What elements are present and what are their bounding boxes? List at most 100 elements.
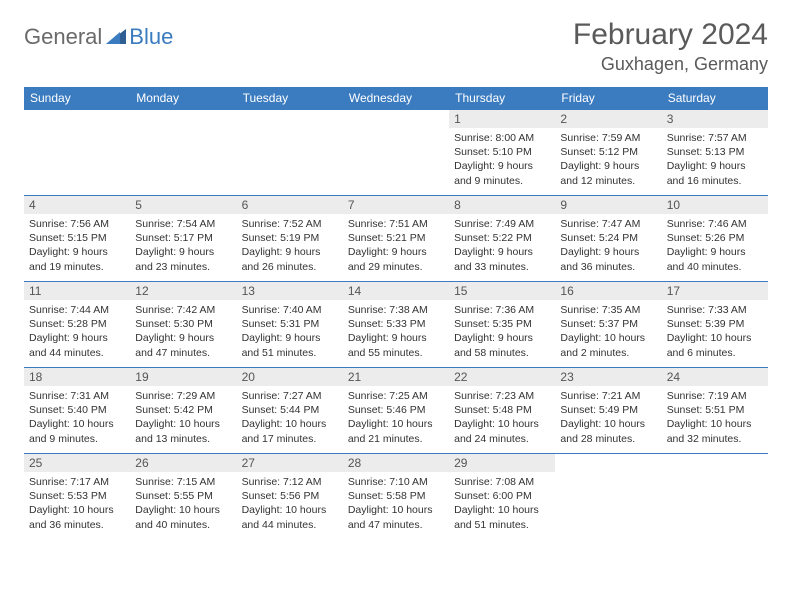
sunrise-line: Sunrise: 7:27 AM (242, 389, 338, 403)
daylight-line: Daylight: 9 hours and 29 minutes. (348, 245, 444, 273)
day-number: 18 (24, 368, 130, 386)
day-details: Sunrise: 7:35 AMSunset: 5:37 PMDaylight:… (555, 300, 661, 364)
daylight-line: Daylight: 10 hours and 40 minutes. (135, 503, 231, 531)
page-header: General Blue February 2024 Guxhagen, Ger… (24, 18, 768, 75)
day-details: Sunrise: 7:21 AMSunset: 5:49 PMDaylight:… (555, 386, 661, 450)
calendar-week-row: 11Sunrise: 7:44 AMSunset: 5:28 PMDayligh… (24, 282, 768, 368)
sunrise-line: Sunrise: 7:40 AM (242, 303, 338, 317)
sunrise-line: Sunrise: 7:17 AM (29, 475, 125, 489)
calendar-body: 1Sunrise: 8:00 AMSunset: 5:10 PMDaylight… (24, 110, 768, 540)
calendar-week-row: 18Sunrise: 7:31 AMSunset: 5:40 PMDayligh… (24, 368, 768, 454)
day-details: Sunrise: 7:31 AMSunset: 5:40 PMDaylight:… (24, 386, 130, 450)
day-details: Sunrise: 7:52 AMSunset: 5:19 PMDaylight:… (237, 214, 343, 278)
daylight-line: Daylight: 10 hours and 28 minutes. (560, 417, 656, 445)
weekday-header: Wednesday (343, 87, 449, 110)
calendar-day-cell: 8Sunrise: 7:49 AMSunset: 5:22 PMDaylight… (449, 196, 555, 282)
day-details: Sunrise: 7:57 AMSunset: 5:13 PMDaylight:… (662, 128, 768, 192)
day-number: 26 (130, 454, 236, 472)
day-details: Sunrise: 7:23 AMSunset: 5:48 PMDaylight:… (449, 386, 555, 450)
sunset-line: Sunset: 5:31 PM (242, 317, 338, 331)
weekday-header: Thursday (449, 87, 555, 110)
sunrise-line: Sunrise: 7:19 AM (667, 389, 763, 403)
day-details: Sunrise: 7:08 AMSunset: 6:00 PMDaylight:… (449, 472, 555, 536)
sunset-line: Sunset: 5:53 PM (29, 489, 125, 503)
day-details: Sunrise: 7:46 AMSunset: 5:26 PMDaylight:… (662, 214, 768, 278)
day-number: 17 (662, 282, 768, 300)
sunrise-line: Sunrise: 7:44 AM (29, 303, 125, 317)
sunset-line: Sunset: 5:12 PM (560, 145, 656, 159)
sunset-line: Sunset: 5:40 PM (29, 403, 125, 417)
calendar-day-cell: 14Sunrise: 7:38 AMSunset: 5:33 PMDayligh… (343, 282, 449, 368)
calendar-day-cell: 11Sunrise: 7:44 AMSunset: 5:28 PMDayligh… (24, 282, 130, 368)
sunset-line: Sunset: 5:24 PM (560, 231, 656, 245)
sunrise-line: Sunrise: 7:10 AM (348, 475, 444, 489)
sunset-line: Sunset: 5:19 PM (242, 231, 338, 245)
day-number: 10 (662, 196, 768, 214)
day-number: 6 (237, 196, 343, 214)
calendar-day-cell: 10Sunrise: 7:46 AMSunset: 5:26 PMDayligh… (662, 196, 768, 282)
day-details: Sunrise: 7:51 AMSunset: 5:21 PMDaylight:… (343, 214, 449, 278)
sunrise-line: Sunrise: 7:56 AM (29, 217, 125, 231)
day-details: Sunrise: 7:10 AMSunset: 5:58 PMDaylight:… (343, 472, 449, 536)
sunrise-line: Sunrise: 7:52 AM (242, 217, 338, 231)
daylight-line: Daylight: 10 hours and 51 minutes. (454, 503, 550, 531)
calendar-day-cell (24, 110, 130, 196)
daylight-line: Daylight: 9 hours and 9 minutes. (454, 159, 550, 187)
calendar-day-cell: 22Sunrise: 7:23 AMSunset: 5:48 PMDayligh… (449, 368, 555, 454)
sunset-line: Sunset: 5:44 PM (242, 403, 338, 417)
sunrise-line: Sunrise: 7:47 AM (560, 217, 656, 231)
daylight-line: Daylight: 10 hours and 17 minutes. (242, 417, 338, 445)
calendar-day-cell: 15Sunrise: 7:36 AMSunset: 5:35 PMDayligh… (449, 282, 555, 368)
day-details: Sunrise: 7:27 AMSunset: 5:44 PMDaylight:… (237, 386, 343, 450)
brand-logo: General Blue (24, 18, 173, 50)
day-details: Sunrise: 7:47 AMSunset: 5:24 PMDaylight:… (555, 214, 661, 278)
sunset-line: Sunset: 5:22 PM (454, 231, 550, 245)
day-details: Sunrise: 7:40 AMSunset: 5:31 PMDaylight:… (237, 300, 343, 364)
daylight-line: Daylight: 10 hours and 2 minutes. (560, 331, 656, 359)
day-number: 8 (449, 196, 555, 214)
calendar-day-cell (343, 110, 449, 196)
weekday-header: Friday (555, 87, 661, 110)
day-number: 12 (130, 282, 236, 300)
sunset-line: Sunset: 5:49 PM (560, 403, 656, 417)
sunrise-line: Sunrise: 8:00 AM (454, 131, 550, 145)
calendar-day-cell: 13Sunrise: 7:40 AMSunset: 5:31 PMDayligh… (237, 282, 343, 368)
calendar-day-cell: 1Sunrise: 8:00 AMSunset: 5:10 PMDaylight… (449, 110, 555, 196)
calendar-day-cell (662, 454, 768, 540)
sunset-line: Sunset: 5:46 PM (348, 403, 444, 417)
calendar-day-cell: 29Sunrise: 7:08 AMSunset: 6:00 PMDayligh… (449, 454, 555, 540)
day-number: 14 (343, 282, 449, 300)
daylight-line: Daylight: 9 hours and 16 minutes. (667, 159, 763, 187)
day-details: Sunrise: 7:54 AMSunset: 5:17 PMDaylight:… (130, 214, 236, 278)
sunset-line: Sunset: 5:10 PM (454, 145, 550, 159)
day-details: Sunrise: 7:33 AMSunset: 5:39 PMDaylight:… (662, 300, 768, 364)
daylight-line: Daylight: 10 hours and 44 minutes. (242, 503, 338, 531)
sunrise-line: Sunrise: 7:23 AM (454, 389, 550, 403)
day-details: Sunrise: 7:19 AMSunset: 5:51 PMDaylight:… (662, 386, 768, 450)
day-details: Sunrise: 7:36 AMSunset: 5:35 PMDaylight:… (449, 300, 555, 364)
sunset-line: Sunset: 5:58 PM (348, 489, 444, 503)
day-number: 24 (662, 368, 768, 386)
day-number: 7 (343, 196, 449, 214)
sunset-line: Sunset: 5:48 PM (454, 403, 550, 417)
brand-text-general: General (24, 24, 102, 50)
daylight-line: Daylight: 9 hours and 33 minutes. (454, 245, 550, 273)
day-number: 13 (237, 282, 343, 300)
calendar-day-cell: 16Sunrise: 7:35 AMSunset: 5:37 PMDayligh… (555, 282, 661, 368)
sunset-line: Sunset: 5:39 PM (667, 317, 763, 331)
sunrise-line: Sunrise: 7:57 AM (667, 131, 763, 145)
weekday-header: Sunday (24, 87, 130, 110)
calendar-day-cell: 20Sunrise: 7:27 AMSunset: 5:44 PMDayligh… (237, 368, 343, 454)
daylight-line: Daylight: 9 hours and 44 minutes. (29, 331, 125, 359)
calendar-day-cell: 12Sunrise: 7:42 AMSunset: 5:30 PMDayligh… (130, 282, 236, 368)
day-details: Sunrise: 7:44 AMSunset: 5:28 PMDaylight:… (24, 300, 130, 364)
sunrise-line: Sunrise: 7:46 AM (667, 217, 763, 231)
daylight-line: Daylight: 9 hours and 55 minutes. (348, 331, 444, 359)
calendar-day-cell: 7Sunrise: 7:51 AMSunset: 5:21 PMDaylight… (343, 196, 449, 282)
sunrise-line: Sunrise: 7:12 AM (242, 475, 338, 489)
sunset-line: Sunset: 5:35 PM (454, 317, 550, 331)
calendar-table: SundayMondayTuesdayWednesdayThursdayFrid… (24, 87, 768, 540)
day-details: Sunrise: 7:49 AMSunset: 5:22 PMDaylight:… (449, 214, 555, 278)
sunrise-line: Sunrise: 7:08 AM (454, 475, 550, 489)
day-number: 5 (130, 196, 236, 214)
